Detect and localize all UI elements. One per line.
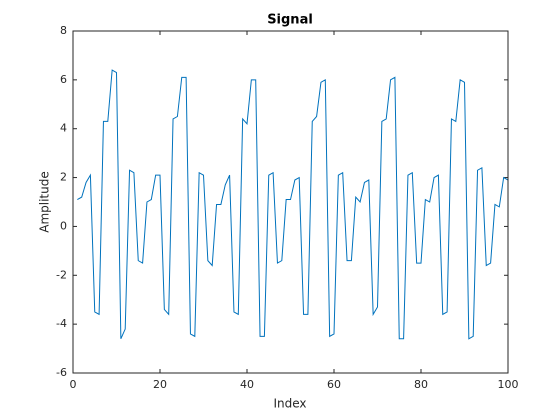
y-tick-label: -6 <box>56 366 67 379</box>
data-line <box>77 69 509 340</box>
y-tick-label: -4 <box>56 317 67 330</box>
axes-box <box>72 30 509 374</box>
y-tick-label: 6 <box>60 73 67 86</box>
x-tick-label: 20 <box>153 378 167 391</box>
y-tick-label: -2 <box>56 268 67 281</box>
y-tick-label: 8 <box>60 24 67 37</box>
y-tick-label: 4 <box>60 122 67 135</box>
chart-title: Signal <box>267 13 313 28</box>
y-tick-label: 2 <box>60 171 67 184</box>
y-tick-label: 0 <box>60 219 67 232</box>
x-tick-label: 0 <box>70 378 77 391</box>
x-tick-label: 80 <box>414 378 428 391</box>
x-tick-label: 60 <box>327 378 341 391</box>
y-axis-label: Amplitude <box>38 171 52 233</box>
plot-area <box>73 31 508 373</box>
x-tick-label: 100 <box>498 378 519 391</box>
x-axis-label: Index <box>273 397 306 411</box>
x-tick-label: 40 <box>240 378 254 391</box>
